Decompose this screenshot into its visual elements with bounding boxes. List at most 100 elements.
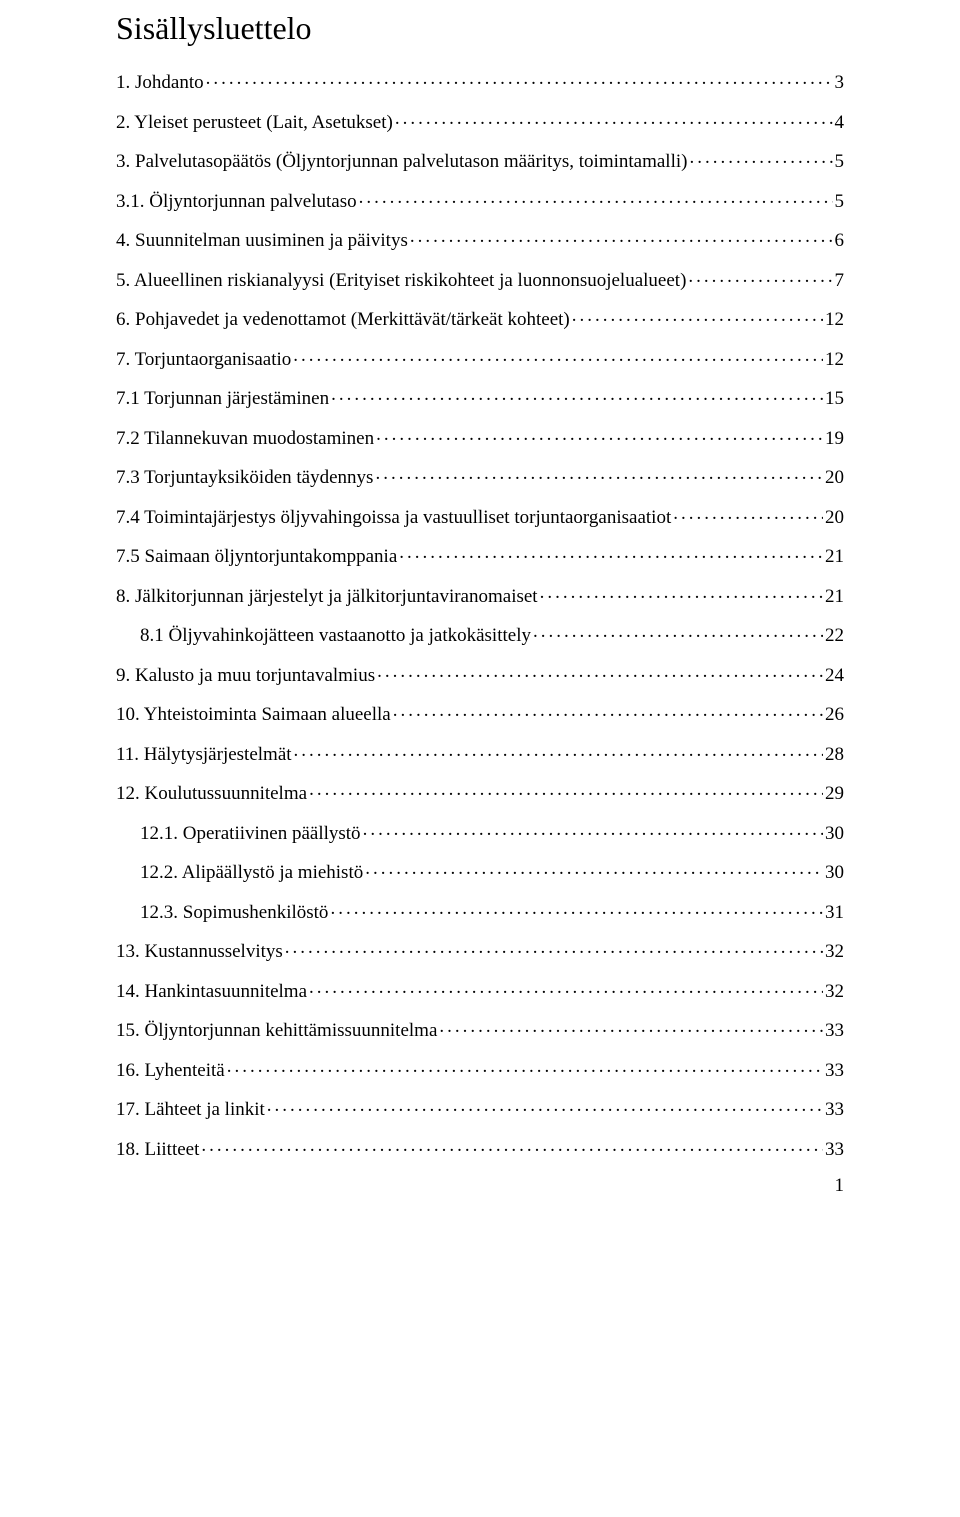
toc-entry-label: 4. Suunnitelman uusiminen ja päivitys xyxy=(116,231,408,250)
toc-leader-dots xyxy=(365,859,823,878)
toc-entry-label: 7.1 Torjunnan järjestäminen xyxy=(116,389,329,408)
toc-entry-label: 7.4 Toimintajärjestys öljyvahingoissa ja… xyxy=(116,508,671,527)
document-page: Sisällysluettelo 1. Johdanto 3 2. Yleiset … xyxy=(0,0,960,1517)
toc-entry-page: 15 xyxy=(825,389,844,408)
toc-entry: 7.4 Toimintajärjestys öljyvahingoissa ja… xyxy=(116,504,844,527)
toc-entry: 11. Hälytysjärjestelmät 28 xyxy=(116,741,844,764)
toc-leader-dots xyxy=(377,662,823,681)
toc-entry: 13. Kustannusselvitys 32 xyxy=(116,938,844,961)
toc-leader-dots xyxy=(376,425,823,444)
toc-entry-label: 12. Koulutussuunnitelma xyxy=(116,784,307,803)
toc-entry-page: 24 xyxy=(825,666,844,685)
toc-entry-label: 3.1. Öljyntorjunnan palvelutaso xyxy=(116,192,357,211)
toc-entry-label: 7. Torjuntaorganisaatio xyxy=(116,350,291,369)
toc-entry: 7. Torjuntaorganisaatio 12 xyxy=(116,346,844,369)
toc-entry: 16. Lyhenteitä 33 xyxy=(116,1057,844,1080)
toc-entry-page: 32 xyxy=(825,942,844,961)
toc-entry-label: 5. Alueellinen riskianalyysi (Erityiset … xyxy=(116,271,686,290)
toc-entry-page: 6 xyxy=(835,231,845,250)
toc-entry-label: 15. Öljyntorjunnan kehittämissuunnitelma xyxy=(116,1021,437,1040)
toc-entry-page: 7 xyxy=(835,271,845,290)
toc-entry-page: 21 xyxy=(825,587,844,606)
toc-leader-dots xyxy=(293,346,823,365)
toc-entry-label: 14. Hankintasuunnitelma xyxy=(116,982,307,1001)
toc-entry-label: 7.5 Saimaan öljyntorjuntakomppania xyxy=(116,547,397,566)
toc-entry: 17. Lähteet ja linkit 33 xyxy=(116,1096,844,1119)
toc-entry-label: 11. Hälytysjärjestelmät xyxy=(116,745,292,764)
toc-leader-dots xyxy=(206,69,833,88)
toc-entry-label: 16. Lyhenteitä xyxy=(116,1061,225,1080)
page-number: 1 xyxy=(116,1175,844,1197)
toc-entry: 9. Kalusto ja muu torjuntavalmius 24 xyxy=(116,662,844,685)
toc-leader-dots xyxy=(309,978,823,997)
toc-leader-dots xyxy=(572,306,823,325)
toc-entry-label: 12.1. Operatiivinen päällystö xyxy=(140,824,361,843)
toc-leader-dots xyxy=(363,820,823,839)
toc-entry-label: 2. Yleiset perusteet (Lait, Asetukset) xyxy=(116,113,393,132)
toc-leader-dots xyxy=(294,741,823,760)
toc-entry-page: 12 xyxy=(825,350,844,369)
toc-entry-label: 12.3. Sopimushenkilöstö xyxy=(140,903,328,922)
toc-entry: 3.1. Öljyntorjunnan palvelutaso5 xyxy=(116,188,844,211)
toc-entry-page: 12 xyxy=(825,310,844,329)
toc-entry-page: 19 xyxy=(825,429,844,448)
toc-leader-dots xyxy=(673,504,823,523)
toc-entry: 12.1. Operatiivinen päällystö 30 xyxy=(116,820,844,843)
toc-entry: 7.2 Tilannekuvan muodostaminen 19 xyxy=(116,425,844,448)
toc-entry: 10. Yhteistoiminta Saimaan alueella 26 xyxy=(116,701,844,724)
toc-entry-page: 32 xyxy=(825,982,844,1001)
toc-entry: 3. Palvelutasopäätös (Öljyntorjunnan pal… xyxy=(116,148,844,171)
toc-entry: 4. Suunnitelman uusiminen ja päivitys 6 xyxy=(116,227,844,250)
toc-entry-page: 30 xyxy=(825,824,844,843)
toc-leader-dots xyxy=(540,583,823,602)
toc-leader-dots xyxy=(267,1096,823,1115)
toc-leader-dots xyxy=(375,464,823,483)
toc-leader-dots xyxy=(688,267,832,286)
toc-entry: 14. Hankintasuunnitelma 32 xyxy=(116,978,844,1001)
toc-entry-page: 5 xyxy=(835,152,845,171)
toc-entry-label: 10. Yhteistoiminta Saimaan alueella xyxy=(116,705,391,724)
toc-leader-dots xyxy=(533,622,823,641)
toc-leader-dots xyxy=(689,148,832,167)
page-title: Sisällysluettelo xyxy=(116,10,844,47)
toc-entry: 7.5 Saimaan öljyntorjuntakomppania 21 xyxy=(116,543,844,566)
toc-entry-page: 20 xyxy=(825,508,844,527)
toc-entry-page: 29 xyxy=(825,784,844,803)
toc-entry-label: 3. Palvelutasopäätös (Öljyntorjunnan pal… xyxy=(116,152,687,171)
toc-entry-page: 33 xyxy=(825,1140,844,1159)
toc-leader-dots xyxy=(330,899,823,918)
toc-entry: 12. Koulutussuunnitelma 29 xyxy=(116,780,844,803)
toc-entry: 8.1 Öljyvahinkojätteen vastaanotto ja ja… xyxy=(116,622,844,645)
toc-entry-label: 18. Liitteet xyxy=(116,1140,199,1159)
toc-leader-dots xyxy=(201,1136,823,1155)
toc-entry: 2. Yleiset perusteet (Lait, Asetukset) 4 xyxy=(116,109,844,132)
toc-entry-page: 4 xyxy=(835,113,845,132)
toc-entry: 12.2. Alipäällystö ja miehistö30 xyxy=(116,859,844,882)
toc-entry-label: 7.2 Tilannekuvan muodostaminen xyxy=(116,429,374,448)
toc-leader-dots xyxy=(331,385,823,404)
toc-entry-label: 8. Jälkitorjunnan järjestelyt ja jälkito… xyxy=(116,587,538,606)
toc-entry-page: 28 xyxy=(825,745,844,764)
toc-entry-label: 13. Kustannusselvitys xyxy=(116,942,283,961)
toc-entry-page: 31 xyxy=(825,903,844,922)
toc-entry-page: 33 xyxy=(825,1100,844,1119)
toc-entry: 8. Jälkitorjunnan järjestelyt ja jälkito… xyxy=(116,583,844,606)
toc-entry-page: 26 xyxy=(825,705,844,724)
toc-leader-dots xyxy=(285,938,823,957)
toc-entry: 7.3 Torjuntayksiköiden täydennys20 xyxy=(116,464,844,487)
toc-leader-dots xyxy=(309,780,823,799)
toc-entry-label: 12.2. Alipäällystö ja miehistö xyxy=(140,863,363,882)
toc-leader-dots xyxy=(439,1017,823,1036)
toc-entry: 15. Öljyntorjunnan kehittämissuunnitelma… xyxy=(116,1017,844,1040)
toc-entry: 6. Pohjavedet ja vedenottamot (Merkittäv… xyxy=(116,306,844,329)
toc-leader-dots xyxy=(395,109,833,128)
toc-entry-page: 21 xyxy=(825,547,844,566)
toc-entry-page: 3 xyxy=(835,73,845,92)
toc-entry-label: 9. Kalusto ja muu torjuntavalmius xyxy=(116,666,375,685)
toc-leader-dots xyxy=(399,543,823,562)
toc-entry-label: 17. Lähteet ja linkit xyxy=(116,1100,265,1119)
toc-entry-label: 1. Johdanto xyxy=(116,73,204,92)
toc-leader-dots xyxy=(393,701,823,720)
toc-leader-dots xyxy=(227,1057,823,1076)
toc-entry-page: 33 xyxy=(825,1061,844,1080)
